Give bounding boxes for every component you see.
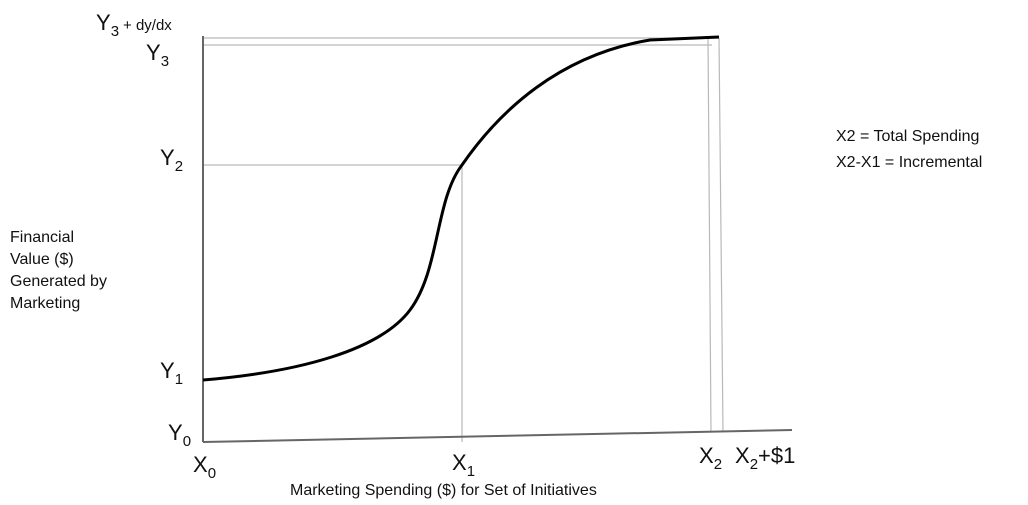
- y-tick-y3: Y3: [146, 40, 169, 70]
- y-axis-title-line: Value ($): [10, 251, 74, 268]
- y-axis-title: Financial Value ($) Generated by Marketi…: [10, 227, 160, 315]
- x-tick-x2-plus: X2+$1: [735, 443, 795, 473]
- y-axis-title-line: Generated by: [10, 273, 107, 290]
- notes: X2 = Total Spending X2-X1 = Incremental: [836, 124, 982, 176]
- y-axis-title-line: Marketing: [10, 295, 81, 312]
- x-axis: [202, 429, 793, 443]
- y-tick-y1: Y1: [160, 358, 183, 388]
- x-tick-x0: X0: [193, 452, 216, 482]
- y-tick-y0: Y0: [168, 420, 191, 450]
- guide-lines: [203, 37, 724, 442]
- guide-x2-plus: [718, 37, 724, 433]
- x-tick-x2: X2: [699, 443, 722, 473]
- y-tick-y2: Y2: [160, 145, 183, 175]
- note-incremental: X2-X1 = Incremental: [836, 154, 983, 171]
- y-axis-title-line: Financial: [10, 229, 75, 246]
- note-total-spending: X2 = Total Spending: [836, 128, 980, 145]
- response-curve: [202, 35, 720, 382]
- x-tick-x1: X1: [452, 450, 475, 480]
- x-axis-title: Marketing Spending ($) for Set of Initia…: [290, 482, 597, 499]
- axes: [202, 36, 793, 443]
- guide-x2: [707, 37, 712, 433]
- y-tick-y3-dydx: Y3 + dy/dx: [96, 10, 172, 40]
